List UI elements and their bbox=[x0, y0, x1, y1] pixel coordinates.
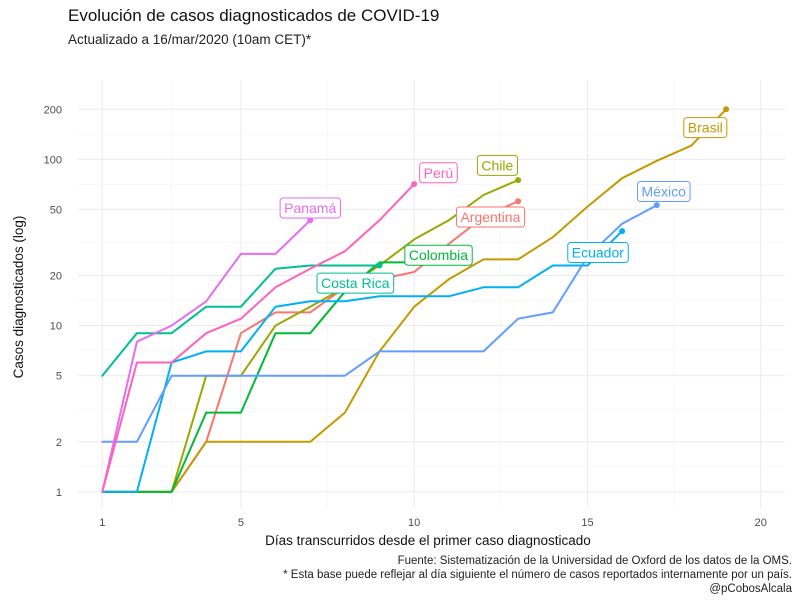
series-endpoint-brasil bbox=[723, 106, 730, 113]
series-label: Colombia bbox=[404, 244, 473, 266]
y-tick-label: 50 bbox=[50, 204, 62, 216]
series-endpoint-costa-rica bbox=[376, 262, 383, 269]
caption-source: Fuente: Sistematización de la Universida… bbox=[397, 555, 792, 567]
series-label-box bbox=[476, 154, 519, 176]
series-label-text: Argentina bbox=[460, 209, 520, 225]
series-label: Perú bbox=[419, 162, 458, 184]
x-tick-label: 1 bbox=[99, 517, 105, 529]
y-tick-label: 100 bbox=[44, 154, 62, 166]
x-axis-title: Días transcurridos desde el primer caso … bbox=[265, 533, 591, 548]
series-label-text: México bbox=[642, 184, 687, 200]
series-label-box bbox=[683, 117, 728, 139]
y-tick-label: 10 bbox=[50, 321, 62, 333]
series-label: México bbox=[637, 181, 691, 203]
series-label-text: Panamá bbox=[284, 200, 336, 216]
x-tick-label: 5 bbox=[238, 517, 244, 529]
y-tick-label: 2 bbox=[56, 437, 62, 449]
series-line-chile bbox=[101, 179, 520, 493]
series-line-brasil bbox=[101, 108, 728, 493]
series-label-text: Ecuador bbox=[572, 245, 624, 261]
caption-note: * Esta base puede reflejar al día siguie… bbox=[283, 569, 792, 581]
series-label: Panamá bbox=[279, 197, 341, 219]
series-label: Ecuador bbox=[567, 242, 629, 264]
caption-author: @pCobosAlcala bbox=[709, 583, 792, 595]
series-label-box bbox=[419, 162, 458, 184]
series-label: Chile bbox=[476, 154, 519, 176]
series-endpoint-peru bbox=[411, 181, 418, 188]
series-label-text: Brasil bbox=[688, 120, 723, 136]
chart-subtitle: Actualizado a 16/mar/2020 (10am CET)* bbox=[68, 32, 312, 47]
series-label: Brasil bbox=[683, 117, 728, 139]
y-tick-label: 20 bbox=[50, 271, 62, 283]
series-label-box bbox=[279, 197, 341, 219]
series-endpoint-mexico bbox=[653, 202, 660, 209]
y-tick-label: 200 bbox=[44, 104, 62, 116]
x-tick-label: 20 bbox=[755, 517, 767, 529]
x-axis-ticks: 1 5 10 15 20 bbox=[99, 517, 767, 529]
grid bbox=[78, 80, 785, 508]
series-label-text: Colombia bbox=[409, 247, 468, 263]
x-tick-label: 10 bbox=[408, 517, 420, 529]
series-line-ecuador bbox=[101, 230, 624, 493]
series-labels: Brasil Chile Perú México Panamá Argentina Colo… bbox=[279, 117, 728, 294]
series-label-box bbox=[316, 272, 395, 294]
series-endpoint-chile bbox=[515, 177, 522, 184]
series-line-mexico bbox=[101, 204, 658, 443]
series-lines bbox=[101, 106, 730, 493]
series-endpoint-ecuador bbox=[619, 228, 626, 235]
series-line-costa-rica bbox=[101, 264, 381, 377]
series-label-text: Chile bbox=[481, 157, 513, 173]
y-tick-label: 5 bbox=[56, 371, 62, 383]
series-label-box bbox=[455, 206, 526, 228]
series-label-text: Perú bbox=[424, 165, 454, 181]
series-label-box bbox=[404, 244, 473, 266]
chart-title: Evolución de casos diagnosticados de COV… bbox=[68, 6, 440, 25]
x-tick-label: 15 bbox=[581, 517, 593, 529]
series-line-colombia bbox=[101, 261, 416, 493]
series-label-box bbox=[637, 181, 691, 203]
series-label: Argentina bbox=[455, 206, 526, 228]
series-endpoint-panama bbox=[307, 217, 314, 224]
y-tick-label: 1 bbox=[56, 487, 62, 499]
series-label: Costa Rica bbox=[316, 272, 395, 294]
y-axis-ticks: 1 2 5 10 20 50 100 200 bbox=[44, 104, 62, 499]
series-label-box bbox=[567, 242, 629, 264]
series-endpoint-argentina bbox=[515, 198, 522, 205]
y-axis-title: Casos diagnosticados (log) bbox=[11, 216, 26, 379]
series-line-panama bbox=[101, 219, 312, 493]
series-line-peru bbox=[101, 183, 416, 493]
series-label-text: Costa Rica bbox=[321, 275, 390, 291]
